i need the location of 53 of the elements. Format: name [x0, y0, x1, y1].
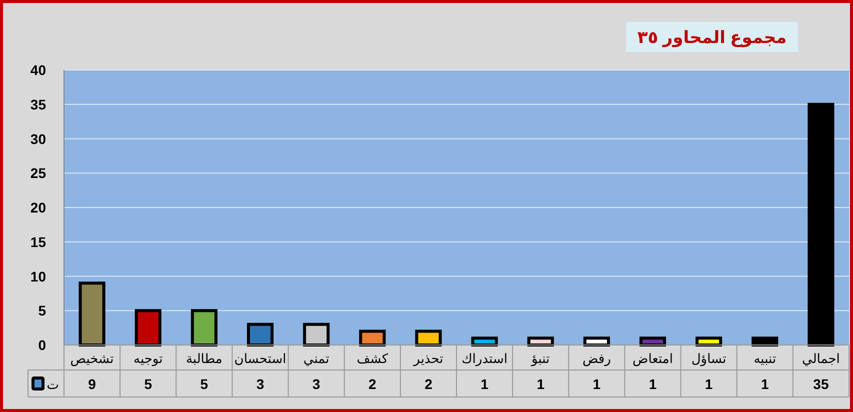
data-label: 1 — [704, 376, 713, 392]
data-label: 35 — [813, 376, 829, 392]
y-tick-label: 5 — [38, 302, 46, 319]
data-label: 1 — [648, 376, 657, 392]
x-tick-label: تشخيص — [70, 351, 114, 367]
y-tick-label: 0 — [38, 337, 46, 353]
data-label: 3 — [312, 376, 320, 392]
bar — [696, 336, 722, 346]
y-tick-label: 20 — [30, 200, 46, 216]
x-tick-label: تحذير — [412, 351, 444, 367]
x-tick-label: توجيه — [133, 351, 164, 367]
y-tick-label: 35 — [30, 96, 46, 112]
x-tick-label: مطالبة — [186, 351, 222, 366]
bar — [78, 282, 106, 346]
bar — [303, 322, 330, 346]
bar — [190, 309, 218, 346]
data-label: 9 — [88, 376, 96, 392]
bar — [808, 102, 834, 346]
data-label: 3 — [256, 376, 264, 392]
bar — [246, 322, 274, 346]
x-tick-label: رفض — [582, 351, 611, 367]
x-tick-label: امتعاض — [632, 351, 673, 367]
chart-title: مجموع المحاور ٣٥ — [637, 28, 787, 48]
bar — [639, 336, 666, 346]
x-tick-label: اجمالي — [802, 351, 840, 367]
y-tick-label: 15 — [30, 234, 46, 250]
bar — [471, 336, 498, 346]
y-tick-label: 25 — [30, 165, 46, 182]
x-tick-label: تمني — [303, 351, 330, 367]
bar — [134, 309, 162, 346]
bar — [415, 330, 442, 346]
x-tick-label: تساؤل — [691, 351, 727, 367]
bar — [583, 336, 610, 346]
data-label: 1 — [480, 376, 489, 392]
y-tick-label: 40 — [30, 62, 46, 78]
bar — [359, 330, 386, 346]
data-label: 5 — [200, 376, 208, 392]
x-tick-label: استحسان — [234, 351, 286, 366]
data-label: 2 — [368, 376, 376, 392]
x-tick-label: كشف — [356, 351, 389, 366]
x-tick-label: تنبؤ — [530, 351, 550, 367]
text: ت — [46, 377, 59, 392]
x-tick-label: تنبيه — [754, 351, 776, 366]
data-label: 5 — [144, 376, 152, 392]
data-label: 1 — [592, 376, 601, 392]
y-tick-label: 10 — [30, 268, 46, 284]
data-label: 1 — [760, 376, 769, 392]
x-tick-label: استدراك — [462, 351, 508, 367]
data-label: 1 — [536, 376, 545, 392]
bar — [527, 336, 554, 346]
y-tick-label: 30 — [30, 130, 46, 147]
data-label: 2 — [424, 376, 433, 392]
bar — [752, 336, 778, 346]
